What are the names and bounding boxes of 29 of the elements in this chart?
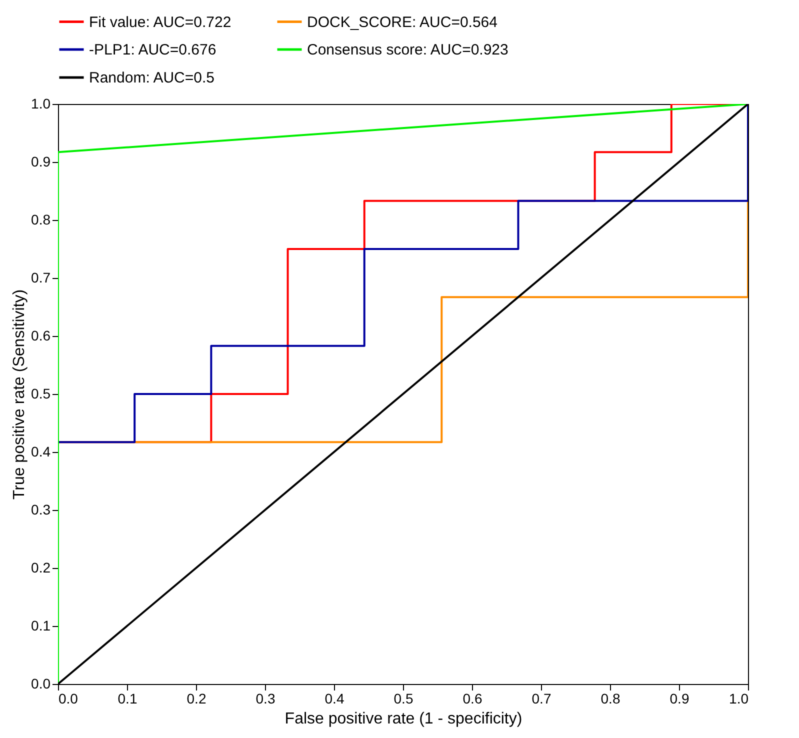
x-tick-label: 0.1 [118, 690, 138, 706]
y-tick-label: 0.5 [31, 386, 51, 402]
x-tick-label: 0.9 [670, 690, 690, 706]
y-tick-label: 0.1 [31, 618, 51, 634]
y-tick-label: 0.0 [31, 676, 51, 692]
x-tick-label: 0.7 [532, 690, 552, 706]
x-axis-title: False positive rate (1 - specificity) [284, 710, 522, 728]
legend-label: Random: AUC=0.5 [89, 70, 214, 86]
y-tick-label: 0.4 [31, 444, 51, 460]
x-tick-label: 0.6 [462, 690, 482, 706]
x-tick-label: 0.0 [58, 690, 78, 706]
legend-label: -PLP1: AUC=0.676 [89, 42, 216, 58]
y-tick-label: 0.3 [31, 502, 51, 518]
y-tick-label: 0.8 [31, 212, 51, 228]
x-tick-label: 0.8 [600, 690, 620, 706]
legend-label: DOCK_SCORE: AUC=0.564 [307, 14, 498, 31]
legend-label: Fit value: AUC=0.722 [89, 14, 232, 31]
x-tick-label: 0.5 [394, 690, 414, 706]
x-tick-label: 0.2 [186, 690, 206, 706]
x-tick-label: 1.0 [729, 690, 749, 706]
y-tick-label: 0.7 [31, 270, 51, 286]
y-tick-label: 0.2 [31, 560, 51, 576]
y-tick-label: 0.9 [31, 154, 51, 170]
x-tick-label: 0.3 [256, 690, 276, 706]
y-axis-title: True positive rate (Sensitivity) [11, 289, 28, 500]
y-tick-label: 0.6 [31, 328, 51, 344]
y-tick-label: 1.0 [31, 96, 51, 112]
legend-label: Consensus score: AUC=0.923 [307, 42, 508, 58]
x-tick-label: 0.4 [324, 690, 344, 706]
